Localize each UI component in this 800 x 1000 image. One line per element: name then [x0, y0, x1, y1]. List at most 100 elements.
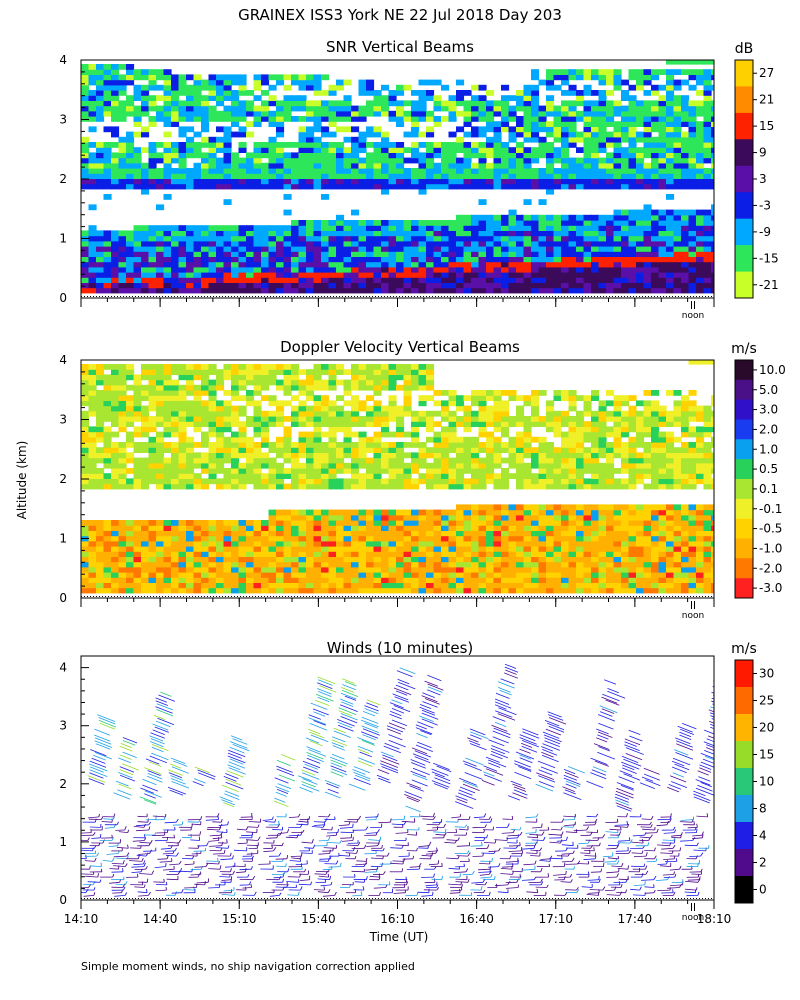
heatmap-cell — [298, 220, 307, 226]
heatmap-cell — [216, 421, 225, 427]
heatmap-cell — [516, 142, 525, 148]
heatmap-cell — [306, 240, 315, 247]
heatmap-cell — [373, 126, 382, 133]
heatmap-cell — [478, 235, 487, 242]
heatmap-cell — [658, 209, 667, 216]
heatmap-cell — [171, 421, 180, 427]
heatmap-cell — [216, 379, 225, 386]
heatmap-cell — [508, 457, 517, 464]
heatmap-cell — [373, 525, 382, 531]
heatmap-cell — [396, 183, 405, 190]
heatmap-cell — [628, 183, 637, 190]
doppler-panel-title: Doppler Velocity Vertical Beams — [280, 338, 520, 356]
heatmap-cell — [111, 246, 120, 252]
heatmap-cell — [178, 126, 187, 133]
heatmap-cell — [508, 131, 517, 138]
heatmap-cell — [553, 240, 562, 247]
heatmap-cell — [186, 540, 195, 547]
heatmap-cell — [501, 95, 510, 101]
heatmap-cell — [261, 483, 270, 490]
heatmap-cell — [111, 261, 120, 268]
heatmap-cell — [276, 410, 285, 417]
heatmap-cell — [81, 240, 90, 247]
heatmap-cell — [103, 142, 112, 148]
heatmap-cell — [313, 168, 322, 174]
heatmap-cell — [471, 416, 480, 422]
heatmap-cell — [418, 416, 427, 422]
heatmap-cell — [328, 282, 337, 289]
heatmap-cell — [358, 442, 367, 448]
heatmap-cell — [156, 251, 165, 257]
heatmap-cell — [403, 535, 412, 542]
heatmap-cell — [118, 157, 127, 164]
heatmap-cell — [388, 168, 397, 174]
heatmap-cell — [516, 183, 525, 190]
heatmap-cell — [246, 546, 255, 552]
heatmap-cell — [111, 577, 120, 583]
heatmap-cell — [703, 152, 712, 159]
heatmap-cell — [103, 95, 112, 101]
heatmap-cell — [426, 272, 435, 278]
heatmap-cell — [441, 220, 450, 226]
heatmap-cell — [351, 277, 360, 283]
heatmap-cell — [493, 556, 502, 563]
heatmap-cell — [313, 364, 322, 370]
heatmap-cell — [336, 577, 345, 583]
heatmap-cell — [411, 272, 420, 278]
heatmap-cell — [133, 240, 142, 247]
heatmap-cell — [538, 183, 547, 190]
heatmap-cell — [321, 525, 330, 531]
heatmap-cell — [201, 235, 210, 242]
heatmap-cell — [178, 457, 187, 464]
heatmap-cell — [711, 277, 714, 283]
heatmap-cell — [103, 266, 112, 273]
heatmap-cell — [351, 261, 360, 268]
heatmap-cell — [291, 168, 300, 174]
heatmap-cell — [516, 535, 525, 542]
heatmap-cell — [156, 374, 165, 381]
heatmap-cell — [493, 178, 502, 185]
heatmap-cell — [96, 168, 105, 174]
heatmap-cell — [306, 282, 315, 289]
heatmap-cell — [343, 483, 352, 490]
heatmap-cell — [501, 572, 510, 578]
heatmap-cell — [448, 457, 457, 464]
heatmap-cell — [396, 535, 405, 542]
heatmap-cell — [156, 566, 165, 573]
heatmap-cell — [133, 520, 142, 526]
heatmap-cell — [358, 572, 367, 578]
heatmap-cell — [501, 556, 510, 563]
heatmap-cell — [358, 230, 367, 237]
heatmap-cell — [111, 582, 120, 589]
heatmap-cell — [178, 566, 187, 573]
heatmap-cell — [651, 126, 660, 133]
heatmap-cell — [478, 587, 487, 594]
heatmap-cell — [313, 478, 322, 485]
heatmap-cell — [628, 240, 637, 247]
heatmap-cell — [501, 105, 510, 112]
heatmap-cell — [141, 535, 150, 542]
heatmap-cell — [508, 540, 517, 547]
heatmap-cell — [268, 572, 277, 578]
heatmap-cell — [636, 168, 645, 174]
heatmap-cell — [81, 447, 90, 453]
heatmap-cell — [103, 530, 112, 537]
heatmap-cell — [208, 157, 217, 164]
heatmap-cell — [523, 426, 532, 433]
heatmap-cell — [486, 535, 495, 542]
heatmap-cell — [501, 390, 510, 396]
heatmap-cell — [96, 105, 105, 112]
heatmap-cell — [141, 84, 150, 91]
heatmap-cell — [313, 105, 322, 112]
heatmap-cell — [553, 272, 562, 278]
heatmap-cell — [456, 225, 465, 231]
heatmap-cell — [666, 69, 675, 75]
heatmap-cell — [88, 277, 97, 283]
heatmap-cell — [478, 577, 487, 583]
heatmap-cell — [553, 126, 562, 133]
heatmap-cell — [576, 90, 585, 96]
heatmap-cell — [253, 410, 262, 417]
heatmap-cell — [133, 525, 142, 531]
heatmap-cell — [358, 436, 367, 443]
